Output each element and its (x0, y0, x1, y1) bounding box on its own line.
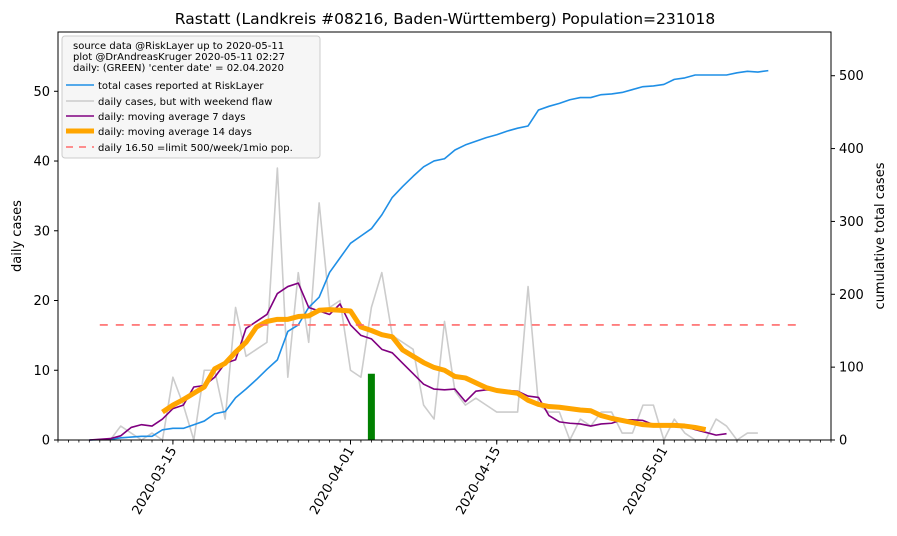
plot-area (89, 69, 800, 441)
x-tick-label: 2020-04-15 (453, 445, 504, 518)
y-axis-right-label: cumulative total cases (873, 162, 888, 309)
legend-label-ma14: daily: moving average 14 days (98, 127, 252, 138)
y-left-tick-label: 40 (33, 155, 50, 170)
legend-header-center-date: daily: (GREEN) 'center date' = 02.04.202… (73, 63, 284, 74)
x-tick-label: 2020-05-01 (621, 445, 672, 518)
legend-label-total: total cases reported at RiskLayer (98, 81, 264, 92)
y-right-tick-label: 200 (839, 288, 864, 303)
legend-label-ma7: daily: moving average 7 days (98, 112, 245, 123)
y-axis-left: 0 10 20 30 40 50 (33, 85, 58, 449)
x-tick-label: 2020-04-01 (307, 445, 358, 518)
legend-label-daily: daily cases, but with weekend flaw (98, 97, 272, 108)
y-right-tick-label: 500 (839, 69, 864, 84)
y-left-tick-label: 0 (42, 434, 50, 449)
center-date-bar (367, 373, 375, 440)
y-right-tick-label: 100 (839, 361, 864, 376)
series-cumulative-total (89, 69, 769, 441)
series-moving-average-14 (161, 307, 707, 432)
y-left-tick-label: 50 (33, 85, 50, 100)
legend-label-limit: daily 16.50 =limit 500/week/1mio pop. (98, 143, 293, 154)
legend-header-source: source data @RiskLayer up to 2020-05-11 (73, 41, 284, 52)
legend: source data @RiskLayer up to 2020-05-11 … (61, 35, 321, 159)
x-tick-label: 2020-03-15 (130, 445, 181, 518)
legend-box (61, 35, 321, 159)
x-axis: 2020-03-15 2020-04-01 2020-04-15 2020-05-01 (57, 440, 832, 518)
series-daily-cases (89, 167, 758, 441)
legend-header-plot: plot @DrAndreasKruger 2020-05-11 02:27 (73, 52, 285, 63)
y-axis-right: 0 100 200 300 400 500 (831, 69, 864, 449)
y-right-tick-label: 0 (839, 434, 847, 449)
y-right-tick-label: 400 (839, 142, 864, 157)
y-right-tick-label: 300 (839, 215, 864, 230)
y-left-tick-label: 20 (33, 294, 50, 309)
chart-title: Rastatt (Landkreis #08216, Baden-Württem… (175, 10, 715, 28)
y-axis-left-label: daily cases (10, 200, 25, 272)
series-moving-average-7 (89, 282, 727, 441)
y-left-tick-label: 30 (33, 224, 50, 239)
y-left-tick-label: 10 (33, 364, 50, 379)
